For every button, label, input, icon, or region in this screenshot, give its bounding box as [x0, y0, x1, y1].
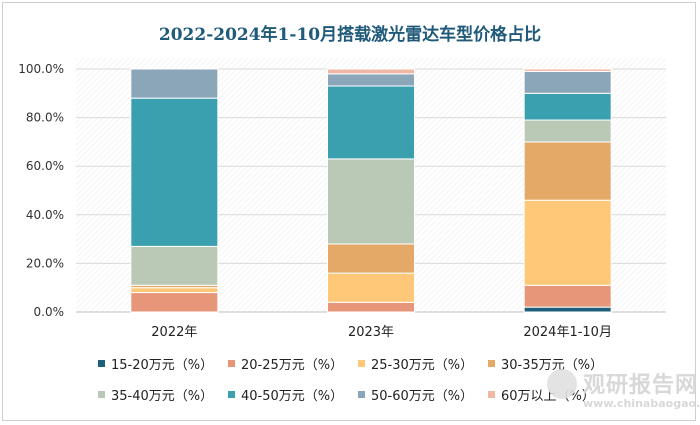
- bar-segment: [130, 287, 219, 294]
- legend-item: 25-30万元（%）: [358, 354, 488, 373]
- legend-item: 35-40万元（%）: [98, 385, 228, 404]
- chart-legend: 15-20万元（%） 20-25万元（%） 25-30万元（%） 30-35万元（%）…: [98, 354, 618, 404]
- legend-swatch: [98, 360, 105, 367]
- legend-label: 35-40万元（%）: [111, 389, 214, 404]
- bar-segment: [327, 301, 415, 313]
- y-tick-label: 40.0%: [26, 208, 64, 222]
- y-tick-label: 100.0%: [18, 62, 64, 76]
- legend-item: 40-50万元（%）: [228, 385, 358, 404]
- bar-segment: [523, 306, 612, 313]
- bar-segment: [523, 68, 612, 72]
- x-tick-label: 2023年: [348, 325, 394, 340]
- legend-swatch: [358, 391, 365, 398]
- watermark: 观研报告网 www.chinabaogao.com: [547, 365, 700, 415]
- bar-segment: [327, 272, 415, 303]
- legend-item: 50-60万元（%）: [358, 385, 488, 404]
- legend-label: 15-20万元（%）: [111, 358, 214, 373]
- bar-segment: [523, 284, 612, 308]
- y-tick-label: 80.0%: [26, 111, 64, 125]
- legend-item: 20-25万元（%）: [228, 354, 358, 373]
- bar-segment: [523, 92, 612, 121]
- y-tick-label: 0.0%: [34, 305, 65, 319]
- legend-label: 40-50万元（%）: [241, 389, 344, 404]
- watermark-text: 观研报告网: [583, 373, 699, 398]
- legend-label: 50-60万元（%）: [371, 389, 474, 404]
- y-tick-label: 60.0%: [26, 159, 64, 173]
- legend-swatch: [98, 391, 105, 398]
- bar-segment: [130, 245, 219, 286]
- bar-segment: [327, 68, 415, 75]
- bar-segment: [523, 119, 612, 143]
- bar-segment: [327, 243, 415, 274]
- legend-swatch: [228, 391, 235, 398]
- bar-segment: [523, 141, 612, 201]
- bar-segment: [327, 73, 415, 87]
- watermark-logo-icon: [547, 369, 577, 399]
- bar-segment: [130, 68, 219, 99]
- bar-segment: [523, 70, 612, 94]
- legend-swatch: [358, 360, 365, 367]
- legend-item: 30-35万元（%）: [488, 354, 618, 373]
- bar-segment: [327, 85, 415, 160]
- chart-title: 2022-2024年1-10月搭载激光雷达车型价格占比: [158, 25, 542, 45]
- x-tick-label: 2024年1-10月: [523, 325, 612, 340]
- bar-segment: [523, 199, 612, 286]
- legend-item: 15-20万元（%）: [98, 354, 228, 373]
- legend-swatch: [488, 360, 495, 367]
- bar-segment: [130, 97, 219, 247]
- bar-segment: [327, 158, 415, 245]
- legend-label: 20-25万元（%）: [241, 358, 344, 373]
- legend-swatch: [488, 391, 495, 398]
- legend-label: 30-35万元（%）: [501, 358, 604, 373]
- legend-label: 25-30万元（%）: [371, 358, 474, 373]
- y-tick-label: 20.0%: [26, 256, 64, 270]
- bar-segment: [130, 292, 219, 313]
- legend-swatch: [228, 360, 235, 367]
- watermark-url: www.chinabaogao.com: [583, 397, 700, 410]
- x-tick-label: 2022年: [151, 325, 197, 340]
